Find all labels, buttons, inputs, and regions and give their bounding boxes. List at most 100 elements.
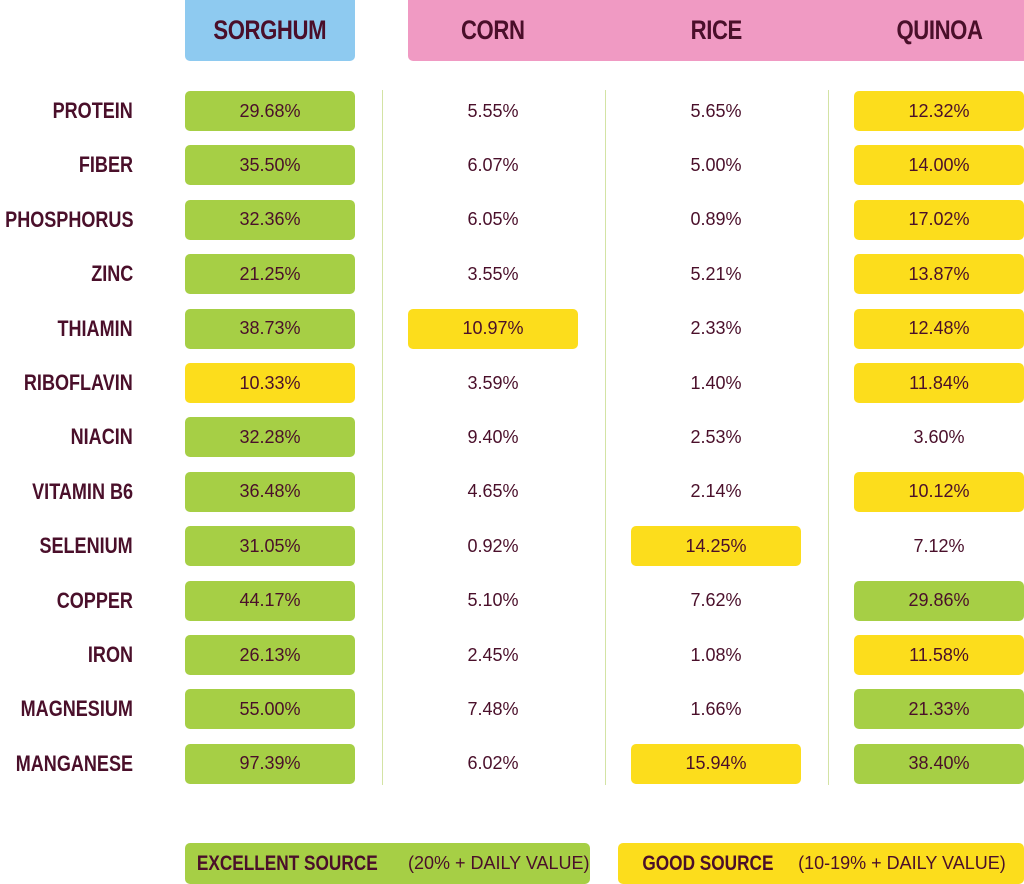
value-cell-text: 11.58% — [909, 644, 969, 665]
value-cell-text: 3.60% — [913, 426, 965, 447]
row-label-text: FIBER — [78, 152, 133, 178]
value-cell: 9.40% — [408, 417, 578, 457]
value-cell-text: 21.33% — [908, 698, 970, 719]
row-label: ZINC — [0, 254, 133, 294]
column-header-text: CORN — [461, 15, 525, 45]
value-cell-text: 21.25% — [239, 263, 301, 284]
value-cell: 31.05% — [185, 526, 355, 567]
value-cell: 1.66% — [631, 689, 801, 729]
value-cell-text: 38.40% — [908, 753, 970, 774]
value-cell-text: 35.50% — [239, 154, 301, 175]
value-cell-text: 10.97% — [462, 318, 524, 339]
value-cell-text: 2.53% — [690, 426, 742, 447]
row-label-text: VITAMIN B6 — [32, 478, 133, 504]
column-header: RICE — [631, 0, 801, 61]
value-cell-text: 0.92% — [467, 535, 519, 556]
value-cell-text: 55.00% — [239, 698, 301, 719]
value-cell: 35.50% — [185, 145, 355, 186]
value-cell-text: 1.08% — [690, 644, 742, 665]
value-cell: 0.89% — [631, 200, 801, 240]
column-header-text: QUINOA — [895, 15, 983, 45]
value-cell: 21.25% — [185, 254, 355, 295]
row-label: RIBOFLAVIN — [0, 363, 133, 403]
value-cell: 7.48% — [408, 689, 578, 729]
value-cell: 7.62% — [631, 581, 801, 621]
value-cell-text: 32.36% — [239, 209, 301, 230]
row-label: NIACIN — [0, 417, 133, 457]
row-label-text: COPPER — [56, 587, 133, 613]
row-label: IRON — [0, 635, 133, 675]
legend-note: (10-19% + DAILY VALUE) — [798, 853, 1006, 873]
value-cell-text: 7.12% — [913, 535, 965, 556]
value-cell-text: 38.73% — [239, 318, 301, 339]
value-cell-text: 13.87% — [908, 263, 970, 284]
value-cell-text: 44.17% — [239, 590, 301, 611]
value-cell: 4.65% — [408, 472, 578, 512]
value-cell: 2.14% — [631, 472, 801, 512]
value-cell: 3.60% — [854, 417, 1024, 457]
value-cell: 5.55% — [408, 91, 578, 131]
row-label: COPPER — [0, 581, 133, 621]
value-cell-text: 7.48% — [467, 698, 519, 719]
value-cell: 14.25% — [631, 526, 801, 567]
value-cell-text: 2.33% — [690, 318, 742, 339]
row-label-text: PHOSPHORUS — [4, 206, 133, 232]
value-cell: 5.21% — [631, 254, 801, 294]
value-cell: 38.73% — [185, 308, 355, 349]
value-cell: 10.12% — [854, 471, 1024, 512]
legend-note: (20% + DAILY VALUE) — [407, 853, 590, 873]
value-cell: 1.40% — [631, 363, 801, 403]
value-cell-text: 29.86% — [908, 590, 970, 611]
value-cell: 32.28% — [185, 417, 355, 458]
value-cell: 14.00% — [854, 145, 1024, 186]
value-cell-text: 32.28% — [239, 426, 301, 447]
value-cell: 21.33% — [854, 689, 1024, 730]
column-header: CORN — [408, 0, 578, 61]
value-cell-text: 36.48% — [239, 481, 301, 502]
column-header-text: RICE — [690, 15, 742, 45]
value-cell-text: 12.32% — [908, 100, 970, 121]
value-cell: 12.48% — [854, 308, 1024, 349]
legend-item: GOOD SOURCE (10-19% + DAILY VALUE) — [618, 843, 1024, 884]
value-cell: 29.68% — [185, 91, 355, 131]
value-cell-text: 0.89% — [690, 209, 742, 230]
grain-header-bg — [408, 0, 1024, 61]
value-cell: 3.55% — [408, 254, 578, 294]
row-label-text: SELENIUM — [39, 533, 133, 559]
value-cell-text: 97.39% — [239, 753, 301, 774]
value-cell: 5.65% — [631, 91, 801, 131]
value-cell: 15.94% — [631, 743, 801, 784]
value-cell-text: 17.02% — [908, 209, 970, 230]
divider — [605, 90, 606, 785]
value-cell-text: 4.65% — [467, 481, 519, 502]
value-cell-text: 7.62% — [690, 590, 742, 611]
value-cell-text: 31.05% — [239, 535, 301, 556]
row-label-text: ZINC — [90, 261, 133, 287]
value-cell: 2.53% — [631, 417, 801, 457]
row-label-text: MANGANESE — [15, 750, 133, 776]
value-cell-text: 5.65% — [690, 100, 742, 121]
value-cell: 2.45% — [408, 635, 578, 675]
value-cell: 10.97% — [408, 308, 578, 349]
value-cell: 36.48% — [185, 471, 355, 512]
value-cell: 2.33% — [631, 309, 801, 349]
value-cell: 97.39% — [185, 743, 355, 784]
value-cell-text: 10.33% — [239, 372, 301, 393]
value-cell: 12.32% — [854, 91, 1024, 131]
value-cell: 5.00% — [631, 145, 801, 185]
row-label: SELENIUM — [0, 526, 133, 566]
row-label-text: MAGNESIUM — [20, 696, 133, 722]
value-cell: 7.12% — [854, 526, 1024, 566]
value-cell: 38.40% — [854, 743, 1024, 784]
row-label-text: THIAMIN — [57, 315, 133, 341]
sorghum-header-bg — [185, 0, 355, 61]
value-cell-text: 1.66% — [690, 698, 742, 719]
value-cell: 11.58% — [854, 635, 1024, 675]
value-cell: 6.07% — [408, 145, 578, 185]
value-cell: 32.36% — [185, 199, 355, 240]
value-cell-text: 29.68% — [239, 100, 301, 121]
value-cell-text: 10.12% — [908, 481, 970, 502]
value-cell: 11.84% — [854, 363, 1024, 403]
value-cell-text: 12.48% — [908, 318, 970, 339]
value-cell: 6.05% — [408, 200, 578, 240]
